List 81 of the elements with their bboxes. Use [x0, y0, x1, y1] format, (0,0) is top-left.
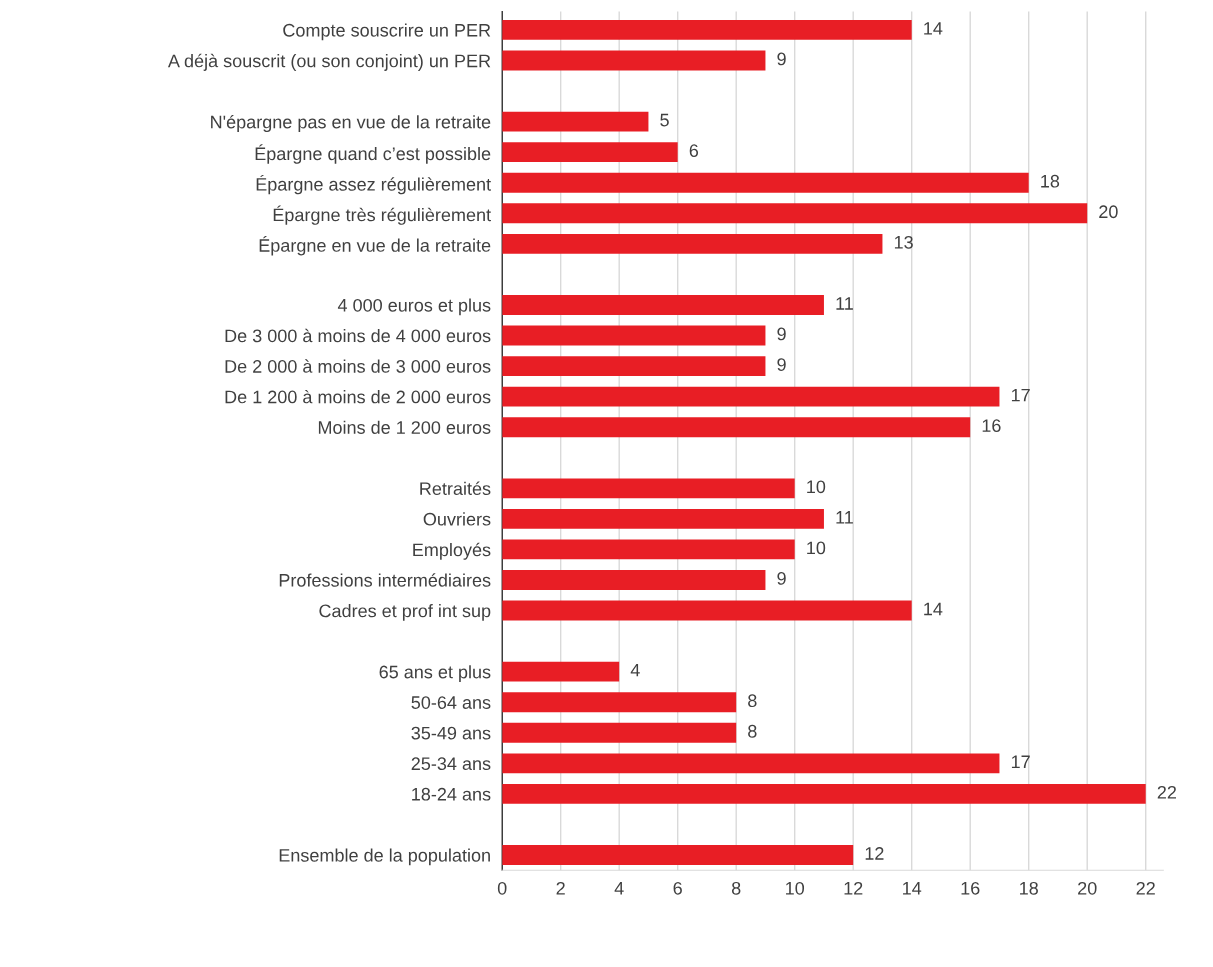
- y-tick-label: Épargne assez régulièrement: [256, 174, 491, 195]
- bar: [502, 111, 649, 132]
- bar: [502, 356, 766, 377]
- x-tick-label: 20: [1078, 881, 1097, 895]
- data-label: 11: [836, 297, 853, 310]
- data-label: 14: [924, 602, 943, 616]
- data-label: 11: [836, 511, 853, 524]
- bar: [502, 539, 795, 560]
- y-tick-label: Moins de 1 200 euros: [318, 420, 491, 434]
- data-label: 9: [777, 572, 786, 585]
- data-label: 9: [777, 327, 786, 341]
- data-label: 9: [777, 358, 786, 371]
- x-tick-label: 0: [497, 881, 507, 895]
- bar: [502, 661, 620, 682]
- bar: [502, 325, 766, 346]
- bar: [502, 233, 883, 254]
- bar: [502, 783, 1146, 804]
- data-label: 17: [1011, 755, 1030, 769]
- y-tick-label: 50-64 ans: [411, 696, 491, 709]
- y-tick-label: 65 ans et plus: [379, 665, 491, 682]
- data-label: 6: [689, 144, 699, 158]
- bar: [502, 386, 1000, 407]
- bar: [502, 478, 795, 499]
- y-tick-label: De 2 000 à moins de 3 000 euros: [225, 359, 491, 373]
- y-tick-label: 4 000 euros et plus: [337, 298, 491, 316]
- x-tick-label: 8: [731, 881, 741, 895]
- y-tick-label: 35-49 ans: [411, 726, 491, 740]
- y-tick-label: Épargne très régulièrement: [273, 205, 491, 225]
- y-tick-label: Professions intermédiaires: [279, 573, 491, 587]
- y-tick-label: Employés: [413, 542, 491, 560]
- y-tick-label: De 1 200 à moins de 2 000 euros: [225, 389, 491, 404]
- data-label: 8: [748, 694, 757, 708]
- y-tick-label: Ensemble de la population: [279, 848, 490, 866]
- x-tick-label: 14: [903, 882, 922, 895]
- data-label: 18: [1041, 174, 1060, 188]
- y-tick-label: Ouvriers: [423, 512, 491, 526]
- data-label: 13: [894, 235, 913, 249]
- bar: [502, 845, 854, 865]
- data-label: 10: [807, 480, 826, 494]
- data-label: 14: [924, 22, 943, 35]
- data-label: 12: [865, 847, 884, 860]
- data-label: 16: [982, 419, 1001, 433]
- data-label: 22: [1157, 785, 1176, 799]
- y-tick-label: Compte souscrire un PER: [283, 23, 491, 41]
- bar: [502, 570, 766, 590]
- bar: [502, 50, 766, 71]
- x-tick-label: 10: [786, 881, 805, 895]
- y-tick-label: Épargne quand c’est possible: [255, 144, 491, 164]
- bar: [502, 722, 737, 743]
- data-label: 9: [777, 52, 786, 66]
- y-tick-label: 18-24 ans: [412, 787, 491, 801]
- bar: [502, 508, 824, 529]
- x-tick-label: 12: [844, 881, 863, 895]
- bar: [502, 203, 1088, 224]
- y-tick-label: Retraités: [420, 481, 491, 496]
- y-tick-label: A déjà souscrit (ou son conjoint) un PER: [167, 53, 491, 71]
- bar: [502, 172, 1029, 193]
- bar: [502, 295, 824, 315]
- y-tick-label: Épargne en vue de la retraite: [259, 236, 491, 256]
- x-tick-label: 2: [556, 881, 565, 895]
- bar: [502, 20, 912, 40]
- data-label: 20: [1099, 205, 1118, 219]
- bar: [502, 142, 678, 163]
- y-tick-label: Cadres et prof int sup: [319, 604, 491, 621]
- x-tick-label: 22: [1136, 881, 1155, 895]
- x-tick-label: 16: [961, 881, 980, 895]
- data-label: 10: [807, 541, 826, 555]
- bar: [502, 600, 912, 621]
- y-tick-label: 25-34 ans: [411, 757, 491, 771]
- bar: [502, 417, 971, 438]
- y-tick-label: N'épargne pas en vue de la retraite: [211, 114, 491, 133]
- data-label: 8: [748, 724, 757, 738]
- data-label: 17: [1011, 388, 1030, 402]
- x-tick-label: 4: [614, 882, 624, 895]
- bar: [502, 692, 737, 713]
- x-tick-label: 6: [673, 881, 682, 895]
- data-label: 5: [660, 113, 669, 127]
- x-tick-label: 18: [1020, 881, 1038, 895]
- data-label: 4: [630, 663, 640, 677]
- y-tick-label: De 3 000 à moins de 4 000 euros: [225, 328, 491, 343]
- bar: [502, 753, 1000, 774]
